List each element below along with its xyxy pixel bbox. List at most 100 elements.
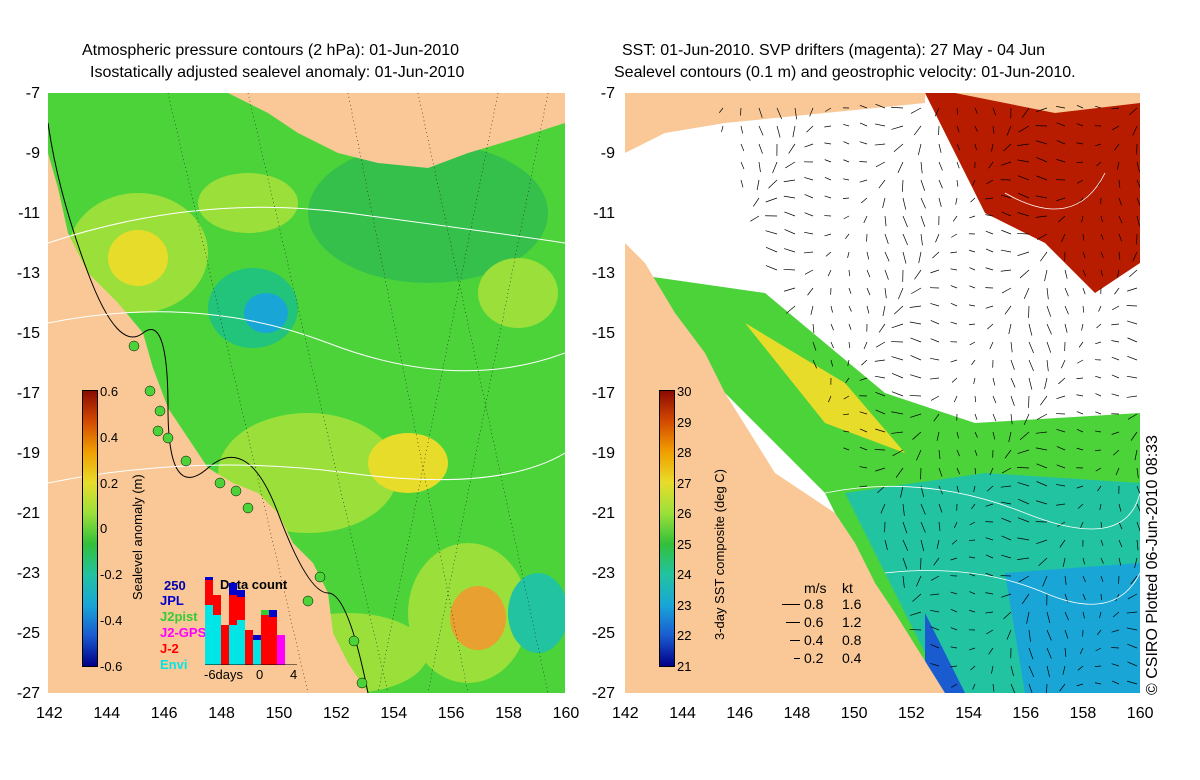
velocity-arrow (985, 230, 994, 235)
colorbar-tick-label: 25 (677, 536, 692, 552)
velocity-arrow (938, 197, 942, 207)
velocity-arrow (783, 195, 796, 199)
velocity-arrow (753, 197, 760, 207)
velocity-arrow (1036, 140, 1048, 145)
colorbar-tick-label: -0.4 (100, 613, 123, 628)
velocity-arrow (1082, 269, 1086, 277)
data-count-bars (205, 577, 297, 665)
velocity-arrow (985, 572, 994, 577)
velocity-arrow (1017, 159, 1030, 163)
velocity-arrow (920, 197, 926, 209)
velocity-arrow (974, 467, 977, 475)
velocity-arrow (812, 323, 815, 334)
velocity-arrow (1056, 395, 1066, 400)
velocity-arrow (902, 197, 907, 210)
colorbar-tick-label: 0.6 (100, 384, 119, 399)
velocity-arrow (830, 305, 833, 313)
velocity-arrow (970, 197, 976, 203)
right-title-line2: Sealevel contours (0.1 m) and geostrophi… (614, 64, 1076, 81)
velocity-arrow (932, 251, 940, 259)
colorbar-tick-label: 22 (677, 628, 692, 643)
velocity-arrow (985, 267, 994, 271)
velocity-arrow (909, 321, 922, 325)
velocity-arrow (1059, 539, 1066, 548)
velocity-arrow (894, 305, 904, 315)
velocity-arrow (930, 357, 940, 361)
velocity-arrow (930, 320, 940, 325)
velocity-arrow (912, 431, 922, 440)
velocity-arrow (1127, 320, 1138, 325)
velocity-arrow (891, 125, 904, 130)
velocity-arrow (1118, 539, 1123, 548)
velocity-arrow (969, 591, 976, 595)
velocity-arrow (991, 665, 994, 674)
velocity-arrow (1004, 305, 1012, 315)
velocity-legend-kt: 0.8 (842, 632, 862, 648)
velocity-arrow (985, 503, 994, 507)
velocity-arrow (804, 177, 814, 181)
velocity-arrow (1076, 411, 1084, 415)
velocity-arrow (1116, 269, 1120, 278)
velocity-arrow (1006, 125, 1012, 136)
velocity-arrow (1111, 356, 1120, 361)
velocity-arrow (902, 557, 908, 570)
velocity-arrow (1064, 575, 1067, 585)
velocity-arrow (956, 125, 960, 133)
velocity-arrow (1100, 575, 1104, 582)
velocity-arrow (930, 609, 940, 613)
velocity-arrow (1082, 557, 1086, 565)
velocity-arrow (1127, 593, 1138, 600)
velocity-arrow (875, 341, 886, 348)
velocity-arrow (874, 143, 886, 146)
colorbar-tick-label: 27 (677, 475, 692, 491)
velocity-arrow (950, 609, 958, 613)
x-tick-label: 144 (93, 705, 121, 722)
velocity-arrow (784, 211, 796, 217)
velocity-arrow (875, 428, 886, 433)
velocity-arrow (1130, 575, 1138, 585)
y-tick-label: -13 (591, 265, 615, 282)
velocity-arrow (1001, 211, 1012, 217)
velocity-arrow (1118, 233, 1122, 242)
velocity-arrow (910, 413, 922, 418)
velocity-arrow (1129, 107, 1138, 116)
velocity-arrow (938, 503, 943, 513)
velocity-arrow (772, 161, 778, 174)
y-tick-label: -27 (591, 685, 615, 702)
velocity-arrow (859, 485, 868, 488)
velocity-arrow (866, 269, 871, 278)
velocity-arrow (974, 449, 978, 456)
velocity-arrow (930, 303, 940, 307)
velocity-arrow (842, 197, 850, 199)
velocity-arrow (912, 593, 922, 602)
velocity-arrow (765, 197, 778, 203)
velocity-arrow (804, 212, 814, 217)
velocity-arrow (1023, 413, 1030, 426)
velocity-arrow (1056, 503, 1066, 506)
velocity-arrow (938, 161, 943, 171)
velocity-arrow (807, 287, 814, 296)
velocity-arrow (1000, 485, 1012, 488)
velocity-arrow (1008, 431, 1012, 443)
colorbar-tick-label: 0.2 (100, 475, 119, 491)
velocity-arrow (1017, 482, 1030, 487)
velocity-arrow (974, 143, 977, 150)
velocity-arrow (804, 143, 814, 148)
velocity-arrow (953, 395, 958, 403)
velocity-arrow (1100, 593, 1102, 601)
left-map-panel (48, 93, 565, 693)
velocity-arrow (1078, 341, 1084, 348)
x-tick-label: 150 (840, 705, 868, 722)
velocity-arrow (1094, 430, 1102, 433)
velocity-arrow (1036, 107, 1048, 112)
velocity-arrow (1126, 611, 1138, 614)
velocity-arrow (1095, 143, 1102, 147)
x-tick-label: 158 (495, 705, 522, 722)
velocity-arrow (1010, 665, 1014, 677)
velocity-arrow (859, 122, 868, 127)
velocity-legend: m/s kt 0.8 1.6 0.6 1.2 0.4 0.8 0.2 0.4 (780, 580, 900, 670)
velocity-arrow (902, 251, 907, 264)
velocity-arrow (952, 215, 958, 222)
velocity-arrow (1046, 683, 1048, 693)
velocity-arrow (1026, 611, 1030, 624)
